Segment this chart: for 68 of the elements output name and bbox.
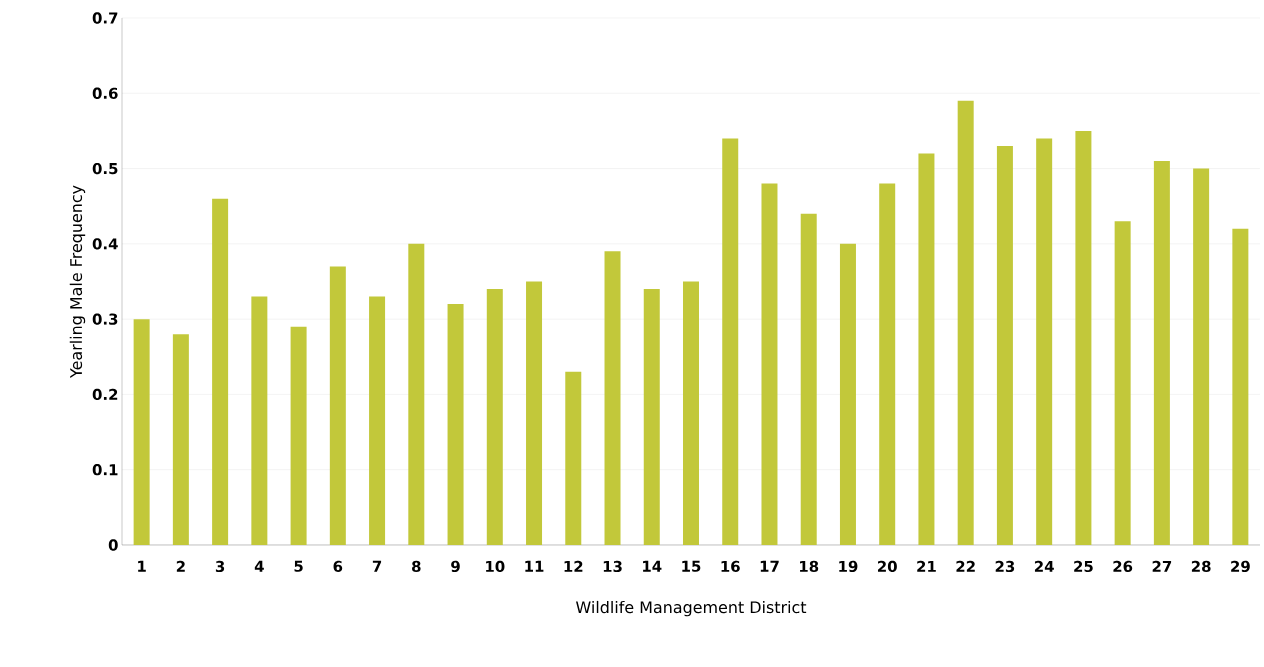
x-tick-label: 22: [956, 560, 975, 572]
bar: [1193, 168, 1210, 545]
bar: [879, 183, 896, 545]
bar: [172, 334, 189, 545]
x-tick-label: 12: [564, 560, 583, 572]
x-tick-label: 15: [682, 560, 701, 572]
y-tick-label: 0.4: [92, 238, 118, 250]
x-tick-label: 25: [1074, 560, 1093, 573]
x-axis-title: Wildlife Management District: [576, 600, 807, 617]
bar: [996, 145, 1013, 545]
x-tick-label: 26: [1113, 560, 1133, 573]
bar: [604, 251, 621, 545]
x-tick-label: 7: [372, 560, 382, 572]
bar: [290, 326, 307, 545]
bar: [839, 243, 856, 545]
bar: [1114, 221, 1131, 545]
bar: [447, 304, 464, 545]
bar: [251, 296, 268, 545]
x-tick-label: 29: [1231, 560, 1250, 573]
x-tick-label: 17: [760, 560, 779, 572]
bar: [486, 289, 503, 545]
bar: [526, 281, 543, 545]
bar: [761, 183, 778, 545]
y-tick-label: 0.2: [92, 388, 118, 401]
bar: [683, 281, 699, 545]
bar: [133, 319, 150, 545]
x-tick-label: 13: [603, 560, 622, 573]
x-tick-label: 27: [1152, 560, 1172, 572]
y-tick-label: 0.6: [92, 87, 118, 99]
x-tick-label: 20: [877, 560, 897, 573]
bar: [1075, 130, 1092, 545]
x-tick-label: 14: [643, 560, 662, 572]
bar: [408, 243, 425, 545]
x-tick-label: 23: [995, 560, 1015, 573]
bar: [369, 296, 386, 545]
x-tick-label: 3: [215, 560, 225, 573]
x-tick-label: 19: [839, 560, 858, 573]
y-tick-label: 0.3: [92, 313, 118, 325]
x-tick-label: 24: [1034, 560, 1054, 572]
y-axis-title: Yearling Male Frequency: [69, 185, 86, 379]
bar: [565, 371, 582, 545]
bar: [722, 138, 739, 545]
x-tick-label: 18: [800, 560, 819, 573]
bar: [800, 213, 817, 545]
x-tick-label: 16: [721, 560, 740, 573]
y-tick-label: 0.7: [92, 12, 118, 24]
y-tick-label: 0.1: [92, 464, 118, 476]
bar: [212, 198, 229, 545]
x-tick-label: 9: [451, 560, 460, 573]
bar: [1153, 161, 1170, 545]
y-tick-label: 0: [108, 539, 118, 551]
bar: [1232, 228, 1249, 545]
y-tick-label: 0.5: [92, 162, 118, 175]
x-tick-label: 8: [412, 560, 421, 573]
bar: [957, 100, 974, 545]
bar: [1036, 138, 1053, 545]
bar: [643, 289, 660, 545]
x-tick-label: 11: [525, 560, 544, 572]
x-tick-label: 2: [176, 560, 185, 572]
x-tick-label: 5: [294, 560, 303, 572]
bar: [329, 266, 346, 545]
x-tick-label: 1: [138, 560, 146, 572]
x-tick-label: 4: [254, 560, 264, 572]
x-tick-label: 28: [1191, 560, 1211, 573]
bar: [918, 153, 935, 545]
x-tick-label: 6: [333, 560, 343, 573]
x-tick-label: 21: [917, 560, 936, 572]
x-tick-label: 10: [486, 560, 505, 573]
